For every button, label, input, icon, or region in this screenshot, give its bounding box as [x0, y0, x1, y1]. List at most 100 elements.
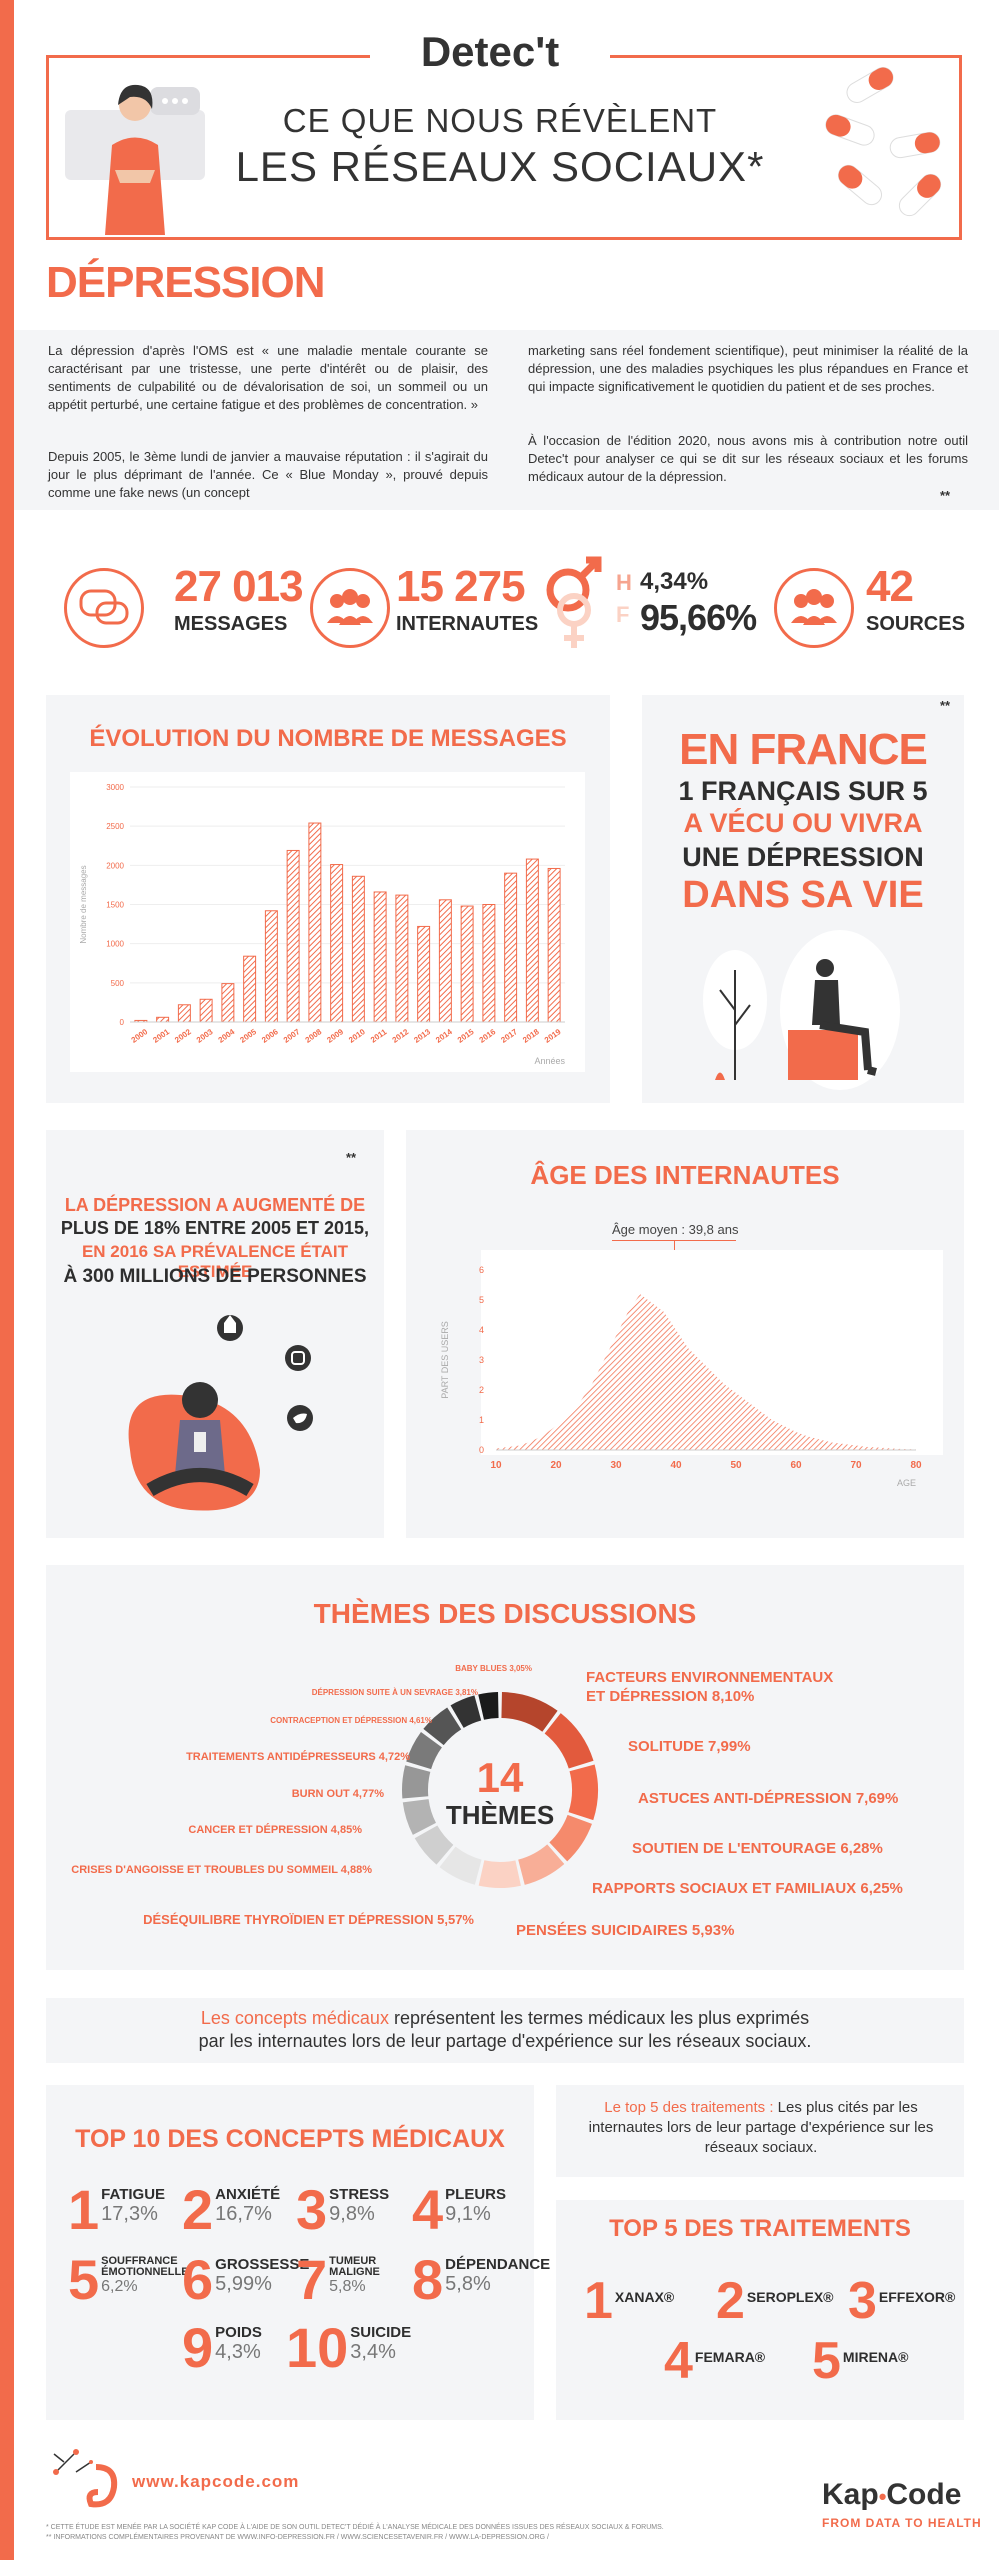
kapcode-tagline: FROM DATA TO HEALTH — [822, 2516, 982, 2530]
age-ytick-label: 0 — [479, 1445, 484, 1455]
donut-label-2: ASTUCES ANTI-DÉPRESSION 7,69% — [638, 1790, 898, 1807]
donut-label-text: CANCER ET DÉPRESSION — [188, 1824, 331, 1836]
top10-rank: 10 — [286, 2316, 349, 2379]
donut-label-text: DÉPRESSION SUITE À UN SEVRAGE — [311, 1688, 456, 1697]
concepts-note-line1-rest: représentent les termes médicaux les plu… — [388, 2008, 810, 2028]
donut-label-text: CRISES D'ANGOISSE ET TROUBLES DU SOMMEIL — [71, 1864, 341, 1876]
bar-2007 — [286, 849, 300, 1023]
bar-xtick-label: 2014 — [434, 1027, 454, 1045]
concepts-note-line1: Les concepts médicaux représentent les t… — [46, 2008, 964, 2029]
themes-center-value: 14 — [476, 1754, 524, 1801]
donut-label-13: BABY BLUES 3,05% — [455, 1664, 532, 1673]
top5-title: TOP 5 DES TRAITEMENTS — [609, 2215, 911, 2242]
intro-col1-p2: Depuis 2005, le 3ème lundi de janvier a … — [48, 449, 488, 500]
bar-2013 — [417, 925, 431, 1023]
bar-xtick-label: 2003 — [195, 1027, 215, 1045]
footer-url[interactable]: www.kapcode.com — [132, 2472, 300, 2491]
bar-2001 — [156, 1016, 170, 1023]
france-mark: ** — [940, 698, 951, 713]
sources-icon — [774, 568, 854, 648]
donut-slice-1 — [544, 1713, 594, 1769]
top10-pct: 17,3% — [101, 2203, 158, 2225]
bar-xtick-label: 2001 — [151, 1027, 171, 1045]
concepts-note-line2: par les internautes lors de leur partage… — [198, 2031, 812, 2051]
concepts-note-highlight: Les concepts médicaux — [200, 2008, 389, 2028]
woman-phone-illustration — [128, 1315, 313, 1511]
age-xtick-label: 80 — [910, 1460, 922, 1471]
top5-panel — [556, 2200, 964, 2420]
top10-label: TUMEUR MALIGNE — [329, 2255, 380, 2278]
donut-label-value: 4,72% — [378, 1751, 410, 1763]
evolution-title: ÉVOLUTION DU NOMBRE DE MESSAGES — [89, 725, 567, 752]
top10-item: 7 TUMEUR MALIGNE 5,8% — [296, 2252, 419, 2308]
top5-rank: 4 — [664, 2332, 693, 2390]
donut-label-value: 4,77% — [352, 1788, 384, 1800]
age-ytick-label: 2 — [479, 1385, 484, 1395]
top10-label: PLEURS — [445, 2186, 506, 2203]
donut-slice-0 — [501, 1692, 558, 1732]
donut-label-8: CANCER ET DÉPRESSION 4,85% — [188, 1824, 362, 1836]
top5-label: EFFEXOR® — [878, 2289, 956, 2305]
sources-value: 42 — [866, 562, 914, 611]
bar-ytick-label: 1500 — [106, 901, 124, 910]
donut-slice-3 — [549, 1814, 592, 1862]
themes-donut-chart — [402, 1692, 598, 1888]
age-xtick-label: 10 — [490, 1460, 502, 1471]
top10-pct: 5,99% — [215, 2273, 272, 2295]
brand-text: Detec't — [420, 28, 560, 75]
age-ytick-label: 3 — [479, 1355, 484, 1365]
age-xtick-label: 50 — [730, 1460, 742, 1471]
top10-label: POIDS — [215, 2324, 262, 2341]
donut-label-value: 5,57% — [437, 1912, 474, 1927]
bar-xlabel: Années — [534, 1056, 565, 1066]
donut-label-9: BURN OUT 4,77% — [292, 1788, 384, 1800]
donut-label-value: 3,81% — [455, 1688, 478, 1697]
age-xtick-label: 20 — [550, 1460, 562, 1471]
tagline-text: FROM DATA TO HEALTH — [822, 2516, 982, 2530]
donut-slice-9 — [402, 1765, 431, 1799]
bar-xtick-label: 2015 — [456, 1027, 476, 1045]
messages-bar-chart: 0 500 1000 1500 2000 2500 3000 Nombre de messag… — [70, 772, 585, 1072]
bar-2018 — [525, 858, 539, 1023]
bar-2015 — [460, 905, 474, 1023]
themes-panel — [46, 1565, 964, 1970]
donut-label-value: 7,69% — [855, 1790, 899, 1807]
donut-slice-10 — [406, 1732, 442, 1770]
intro-heading: DÉPRESSION — [46, 258, 326, 307]
footer-note1: * CETTE ÉTUDE EST MENÉE PAR LA SOCIÉTÉ K… — [46, 2524, 664, 2531]
top10-label: FATIGUE — [101, 2186, 166, 2203]
bar-xtick-label: 2012 — [391, 1027, 411, 1045]
top10-label: ANXIÉTÉ — [215, 2186, 281, 2203]
donut-label-value: 4,61% — [409, 1716, 432, 1725]
top10-title: TOP 10 DES CONCEPTS MÉDICAUX — [75, 2125, 505, 2153]
top5-note-rest: Les plus cités par les internautes lors … — [588, 2099, 934, 2156]
donut-label-0: FACTEURS ENVIRONNEMENTAUX ET DÉPRESSION … — [586, 1668, 836, 1706]
brand-left: Kap — [822, 2478, 879, 2511]
age-area-series — [496, 1294, 916, 1450]
left-accent-bar — [0, 0, 14, 2560]
kapcode-brand: Kap•Code — [822, 2478, 962, 2511]
bar-xtick-label: 2010 — [347, 1027, 367, 1045]
donut-slice-7 — [414, 1825, 454, 1865]
bar-xtick-label: 2011 — [369, 1027, 389, 1045]
top10-rank: 4 — [412, 2178, 444, 2241]
donut-label-4: RAPPORTS SOCIAUX ET FAMILIAUX 6,25% — [592, 1880, 903, 1897]
age-ytick-label: 4 — [479, 1325, 484, 1335]
donut-label-11: CONTRACEPTION ET DÉPRESSION 4,61% — [270, 1716, 432, 1725]
top10-pct: 5,8% — [329, 2278, 366, 2295]
age-area-chart: 0 1 2 3 4 5 6 10 20 30 40 50 60 70 80 PART DES USERS AGE — [440, 1250, 943, 1488]
sources-label: SOURCES — [866, 613, 965, 635]
top10-pct: 16,7% — [215, 2203, 272, 2225]
top5-rank: 5 — [812, 2332, 841, 2390]
top5-note-text: Le top 5 des traitements : Les plus cité… — [586, 2098, 936, 2158]
france-line4: UNE DÉPRESSION — [682, 842, 924, 872]
bar-2012 — [395, 894, 409, 1023]
bar-2017 — [504, 872, 518, 1023]
concepts-note-panel — [46, 1998, 964, 2063]
bar-2011 — [373, 891, 387, 1023]
bar-2006 — [264, 910, 278, 1023]
growth-line4: À 300 MILLIONS DE PERSONNES — [63, 1266, 367, 1287]
donut-label-1: SOLITUDE 7,99% — [628, 1738, 751, 1755]
france-line1: EN FRANCE — [679, 725, 928, 774]
bar-xtick-label: 2018 — [521, 1027, 541, 1045]
